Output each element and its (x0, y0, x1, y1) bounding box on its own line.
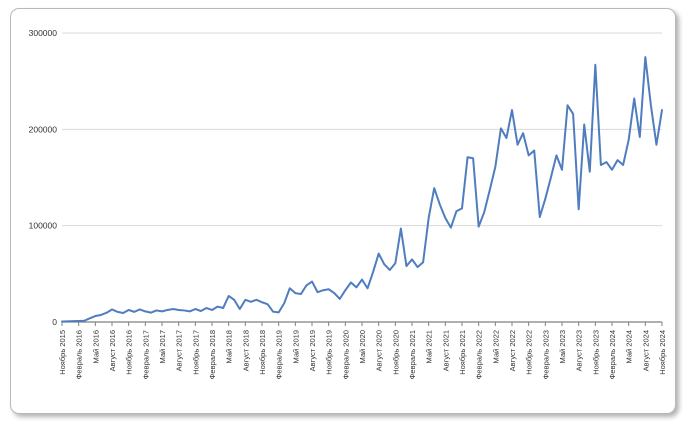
x-tick-label: Август 2023 (575, 330, 584, 371)
chart-card (10, 8, 676, 414)
x-tick-label: Май 2021 (425, 330, 434, 363)
data-series-line (61, 56, 663, 323)
x-tick-label: Ноябрь 2016 (125, 330, 134, 375)
x-tick-label: Август 2016 (108, 330, 117, 371)
x-tick-label: Ноябрь 2019 (325, 330, 334, 375)
series-polyline (61, 56, 663, 323)
x-tick-label: Май 2016 (91, 330, 100, 363)
x-tick-label: Август 2022 (508, 330, 517, 371)
y-tick-label: 300000 (29, 28, 58, 38)
y-tick-label: 200000 (29, 124, 58, 134)
x-tick-label: Май 2024 (625, 330, 634, 363)
x-tick-label: Ноябрь 2015 (58, 330, 67, 375)
x-tick-label: Май 2020 (358, 330, 367, 363)
x-tick-label: Август 2024 (641, 330, 650, 371)
x-tick-label: Ноябрь 2024 (658, 330, 667, 375)
x-tick-label: Август 2018 (241, 330, 250, 371)
x-tick-label: Ноябрь 2023 (591, 330, 600, 375)
x-tick-label: Август 2017 (175, 330, 184, 371)
y-tick-label: 100000 (29, 221, 58, 231)
chart-gridlines (62, 32, 662, 227)
x-tick-label: Август 2020 (375, 330, 384, 371)
x-tick-label: Февраль 2016 (75, 330, 84, 379)
x-axis (61, 321, 663, 326)
x-tick-label: Май 2018 (225, 330, 234, 363)
x-tick-label: Февраль 2018 (208, 330, 217, 379)
x-axis-labels: Ноябрь 2015 Февраль 2016 Май 2016 Август 20… (58, 330, 667, 379)
x-tick-label: Ноябрь 2021 (458, 330, 467, 375)
y-axis-labels: 0 100000 200000 300000 (29, 28, 58, 327)
x-tick-label: Февраль 2023 (541, 330, 550, 379)
x-tick-label: Май 2017 (158, 330, 167, 363)
x-tick-label: Май 2019 (291, 330, 300, 363)
x-tick-label: Ноябрь 2017 (191, 330, 200, 375)
x-tick-label: Май 2023 (558, 330, 567, 363)
x-tick-label: Ноябрь 2022 (525, 330, 534, 375)
x-tick-label: Ноябрь 2020 (391, 330, 400, 375)
x-tick-label: Май 2022 (491, 330, 500, 363)
x-tick-label: Февраль 2024 (608, 330, 617, 379)
x-tick-label: Февраль 2022 (475, 330, 484, 379)
y-tick-label: 0 (52, 317, 57, 327)
x-tick-label: Февраль 2017 (141, 330, 150, 379)
x-tick-label: Февраль 2021 (408, 330, 417, 379)
x-tick-label: Ноябрь 2018 (258, 330, 267, 375)
x-tick-label: Февраль 2020 (341, 330, 350, 379)
x-tick-label: Февраль 2019 (275, 330, 284, 379)
x-tick-label: Август 2019 (308, 330, 317, 371)
x-tick-label: Август 2021 (441, 330, 450, 371)
